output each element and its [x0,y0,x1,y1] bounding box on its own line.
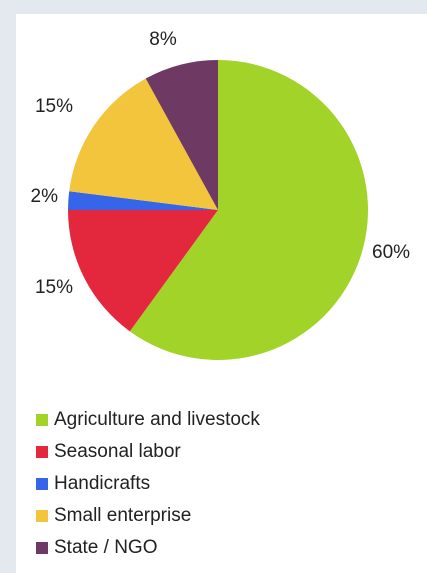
legend-label-small-enterprise: Small enterprise [54,505,192,526]
pie-value-labels: 60% 15% 2% 15% 8% [31,29,411,298]
pie-slices [68,60,369,360]
pie-slice-small-enterprise [69,78,219,210]
pie-slice-seasonal-labor [68,210,218,332]
legend-swatch-agriculture [36,414,48,426]
value-label-state-ngo: 8% [149,29,177,50]
pie-slice-agriculture [129,60,369,360]
legend-swatch-handicrafts [36,478,48,490]
legend-label-state-ngo: State / NGO [54,537,158,558]
chart-legend: Agriculture and livestock Seasonal labor… [36,404,260,564]
legend-item-agriculture: Agriculture and livestock [36,404,260,436]
legend-swatch-state-ngo [36,542,48,554]
legend-label-handicrafts: Handicrafts [54,473,151,494]
value-label-agriculture: 60% [372,242,410,263]
legend-item-small-enterprise: Small enterprise [36,500,260,532]
pie-slice-state-ngo [145,60,218,210]
pie-chart: 60% 15% 2% 15% 8% [31,29,411,360]
legend-swatch-seasonal-labor [36,446,48,458]
legend-label-seasonal-labor: Seasonal labor [54,441,181,462]
value-label-small-enterprise: 15% [35,96,73,117]
legend-item-state-ngo: State / NGO [36,532,260,564]
value-label-handicrafts: 2% [31,186,59,207]
legend-label-agriculture: Agriculture and livestock [54,409,260,430]
legend-item-handicrafts: Handicrafts [36,468,260,500]
pie-slice-handicrafts [68,191,218,210]
legend-swatch-small-enterprise [36,510,48,522]
legend-item-seasonal-labor: Seasonal labor [36,436,260,468]
value-label-seasonal-labor: 15% [35,277,73,298]
chart-card: 60% 15% 2% 15% 8% Agriculture and livest… [16,14,427,573]
